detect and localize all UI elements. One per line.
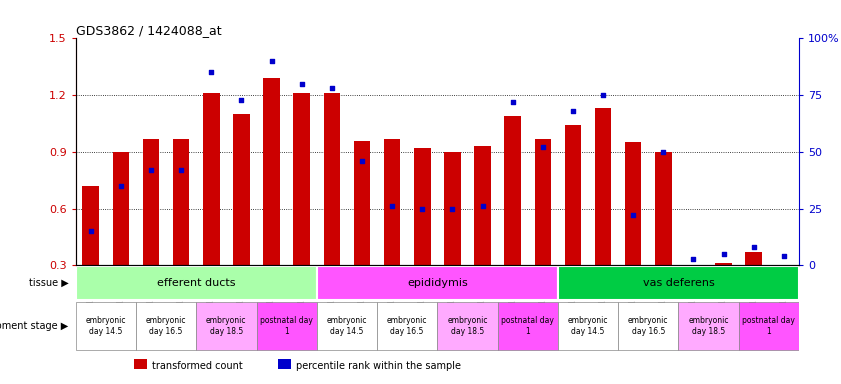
- Bar: [203, 93, 220, 265]
- Bar: [354, 141, 370, 265]
- Text: percentile rank within the sample: percentile rank within the sample: [296, 361, 461, 371]
- Bar: [535, 139, 551, 265]
- Text: vas deferens: vas deferens: [643, 278, 714, 288]
- Point: [506, 99, 520, 105]
- Bar: [558, 266, 799, 300]
- Bar: [498, 302, 558, 350]
- Point: [174, 167, 188, 173]
- Bar: [278, 359, 291, 369]
- Text: tissue ▶: tissue ▶: [29, 278, 68, 288]
- Text: embryonic
day 14.5: embryonic day 14.5: [86, 316, 126, 336]
- Point: [385, 203, 399, 209]
- Text: embryonic
day 16.5: embryonic day 16.5: [387, 316, 427, 336]
- Bar: [173, 139, 189, 265]
- Bar: [716, 263, 732, 265]
- Point: [717, 251, 730, 257]
- Bar: [324, 93, 340, 265]
- Text: epididymis: epididymis: [407, 278, 468, 288]
- Text: embryonic
day 14.5: embryonic day 14.5: [326, 316, 368, 336]
- Bar: [595, 108, 611, 265]
- Bar: [625, 142, 642, 265]
- Bar: [414, 148, 431, 265]
- Point: [657, 149, 670, 155]
- Bar: [444, 152, 461, 265]
- Point: [145, 167, 158, 173]
- Bar: [196, 302, 257, 350]
- Point: [114, 183, 128, 189]
- Point: [536, 144, 549, 151]
- Text: embryonic
day 16.5: embryonic day 16.5: [145, 316, 187, 336]
- Point: [235, 97, 248, 103]
- Bar: [136, 302, 196, 350]
- Bar: [113, 152, 130, 265]
- Bar: [564, 126, 581, 265]
- Text: postnatal day
1: postnatal day 1: [743, 316, 796, 336]
- Point: [687, 255, 701, 262]
- Text: embryonic
day 18.5: embryonic day 18.5: [206, 316, 246, 336]
- Text: embryonic
day 18.5: embryonic day 18.5: [688, 316, 729, 336]
- Text: development stage ▶: development stage ▶: [0, 321, 68, 331]
- Point: [204, 70, 218, 76]
- Text: embryonic
day 16.5: embryonic day 16.5: [628, 316, 669, 336]
- Text: embryonic
day 14.5: embryonic day 14.5: [568, 316, 608, 336]
- Point: [84, 228, 98, 234]
- Text: postnatal day
1: postnatal day 1: [260, 316, 313, 336]
- Text: transformed count: transformed count: [151, 361, 242, 371]
- Text: efferent ducts: efferent ducts: [157, 278, 235, 288]
- Bar: [618, 302, 679, 350]
- Point: [566, 108, 579, 114]
- Point: [476, 203, 489, 209]
- Bar: [76, 266, 317, 300]
- Bar: [474, 146, 491, 265]
- Point: [265, 58, 278, 64]
- Bar: [233, 114, 250, 265]
- Text: embryonic
day 18.5: embryonic day 18.5: [447, 316, 488, 336]
- Point: [446, 205, 459, 212]
- Text: postnatal day
1: postnatal day 1: [501, 316, 554, 336]
- Bar: [76, 302, 136, 350]
- Point: [627, 212, 640, 218]
- Bar: [383, 139, 400, 265]
- Point: [415, 205, 429, 212]
- Point: [325, 85, 339, 91]
- Bar: [505, 116, 521, 265]
- Bar: [679, 302, 738, 350]
- Bar: [437, 302, 498, 350]
- Point: [747, 244, 760, 250]
- Point: [295, 81, 309, 87]
- Bar: [134, 359, 146, 369]
- Bar: [738, 302, 799, 350]
- Point: [777, 253, 791, 259]
- Bar: [294, 93, 310, 265]
- Text: GDS3862 / 1424088_at: GDS3862 / 1424088_at: [76, 24, 221, 37]
- Bar: [257, 302, 317, 350]
- Bar: [317, 266, 558, 300]
- Bar: [263, 78, 280, 265]
- Bar: [82, 186, 99, 265]
- Bar: [143, 139, 159, 265]
- Point: [596, 92, 610, 98]
- Bar: [685, 265, 701, 269]
- Bar: [558, 302, 618, 350]
- Point: [355, 158, 368, 164]
- Bar: [377, 302, 437, 350]
- Bar: [655, 152, 672, 265]
- Bar: [317, 302, 377, 350]
- Bar: [745, 252, 762, 265]
